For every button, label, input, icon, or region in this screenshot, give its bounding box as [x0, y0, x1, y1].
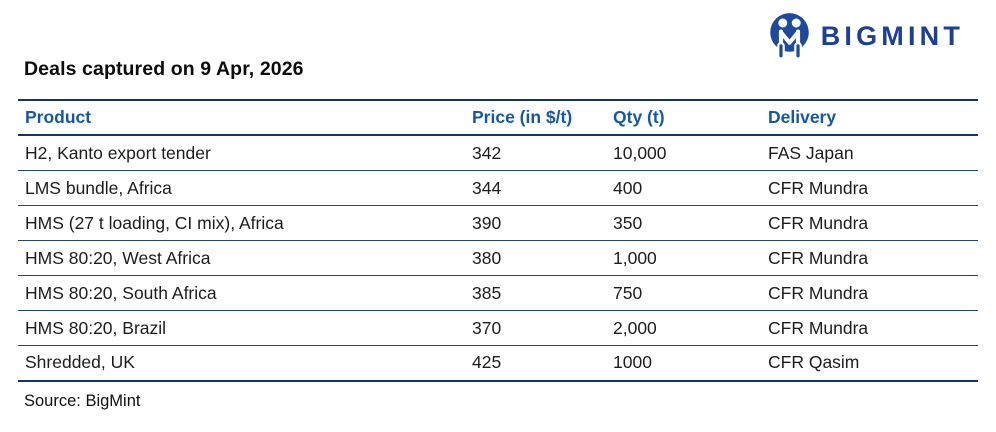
- table-row: HMS (27 t loading, CI mix), Africa 390 3…: [18, 206, 978, 241]
- table-cell-qty: 400: [613, 177, 643, 198]
- table-cell-product: HMS (27 t loading, CI mix), Africa: [25, 212, 284, 233]
- table-header-row: Product Price (in $/t) Qty (t) Delivery: [18, 101, 978, 136]
- table-cell-qty: 10,000: [613, 142, 667, 163]
- table-cell-delivery: CFR Mundra: [768, 282, 869, 303]
- source-note: Source: BigMint: [24, 392, 141, 410]
- table-cell-delivery: FAS Japan: [768, 142, 854, 163]
- deals-table: Product Price (in $/t) Qty (t) Delivery …: [18, 99, 978, 382]
- table-row: H2, Kanto export tender 342 10,000 FAS J…: [18, 136, 978, 171]
- table-cell-product: HMS 80:20, West Africa: [25, 247, 211, 268]
- table-cell-qty: 1000: [613, 352, 652, 373]
- table-cell-product: H2, Kanto export tender: [25, 142, 211, 163]
- table-cell-price: 380: [472, 247, 502, 268]
- column-header-delivery: Delivery: [768, 107, 837, 127]
- table-row: HMS 80:20, West Africa 380 1,000 CFR Mun…: [18, 241, 978, 276]
- table-row: LMS bundle, Africa 344 400 CFR Mundra: [18, 171, 978, 206]
- page-title: Deals captured on 9 Apr, 2026: [24, 58, 304, 80]
- table-cell-price: 425: [472, 352, 502, 373]
- column-header-product: Product: [25, 107, 92, 127]
- table-cell-delivery: CFR Mundra: [768, 212, 869, 233]
- table-cell-qty: 2,000: [613, 317, 657, 338]
- table-cell-product: HMS 80:20, South Africa: [25, 282, 217, 303]
- table-cell-qty: 350: [613, 212, 643, 233]
- table-cell-delivery: CFR Qasim: [768, 352, 860, 373]
- brand-logo: BIGMINT: [767, 10, 964, 62]
- table-cell-price: 370: [472, 317, 502, 338]
- table-row: HMS 80:20, Brazil 370 2,000 CFR Mundra: [18, 311, 978, 346]
- table-row: Shredded, UK 425 1000 CFR Qasim: [18, 346, 978, 382]
- table-row: HMS 80:20, South Africa 385 750 CFR Mund…: [18, 276, 978, 311]
- table-cell-product: Shredded, UK: [25, 352, 135, 373]
- table-cell-price: 342: [472, 142, 502, 163]
- table-cell-price: 385: [472, 282, 502, 303]
- table-cell-delivery: CFR Mundra: [768, 247, 869, 268]
- table-cell-price: 344: [472, 177, 502, 198]
- table-cell-product: HMS 80:20, Brazil: [25, 317, 167, 338]
- table-cell-price: 390: [472, 212, 502, 233]
- column-header-qty: Qty (t): [613, 107, 665, 127]
- table-cell-product: LMS bundle, Africa: [25, 177, 172, 198]
- table-cell-delivery: CFR Mundra: [768, 177, 869, 198]
- table-body: H2, Kanto export tender 342 10,000 FAS J…: [18, 136, 978, 382]
- table-cell-qty: 750: [613, 282, 643, 303]
- bigmint-logo-icon: [769, 13, 809, 61]
- table-cell-delivery: CFR Mundra: [768, 317, 869, 338]
- table-cell-qty: 1,000: [613, 247, 657, 268]
- brand-name: BIGMINT: [820, 20, 964, 51]
- column-header-price: Price (in $/t): [472, 107, 573, 127]
